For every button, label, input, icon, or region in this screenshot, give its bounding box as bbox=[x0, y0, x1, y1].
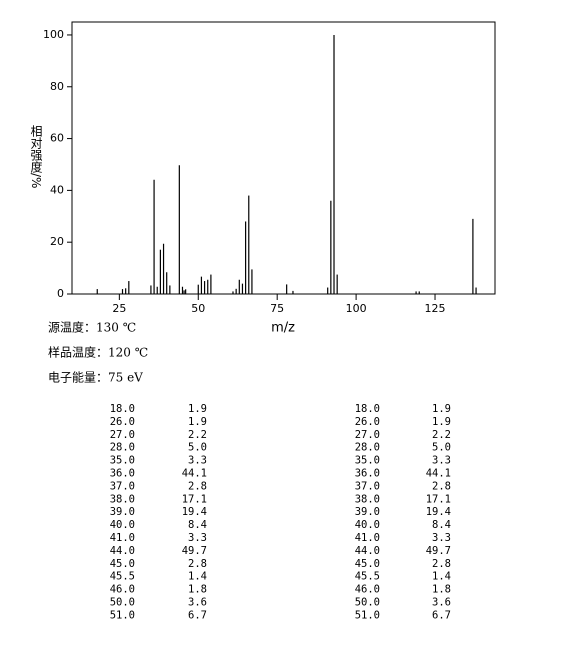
table-cell: 2.2 bbox=[432, 429, 451, 441]
table-cell: 51.0 bbox=[110, 609, 135, 621]
table-cell: 19.4 bbox=[426, 506, 451, 518]
table-cell: 46.0 bbox=[355, 584, 380, 596]
table-cell: 1.9 bbox=[188, 416, 207, 428]
table-cell: 38.0 bbox=[355, 493, 380, 505]
table-cell: 1.8 bbox=[432, 584, 451, 596]
table-cell: 51.0 bbox=[355, 609, 380, 621]
plot-frame bbox=[71, 21, 496, 295]
table-cell: 2.8 bbox=[432, 558, 451, 570]
table-cell: 5.0 bbox=[432, 442, 451, 454]
table-cell: 28.0 bbox=[355, 442, 380, 454]
table-cell: 39.0 bbox=[110, 506, 135, 518]
table-cell: 45.5 bbox=[355, 571, 380, 583]
table-cell: 5.0 bbox=[188, 442, 207, 454]
table-cell: 44.0 bbox=[110, 545, 135, 557]
table-cell: 3.6 bbox=[188, 597, 207, 609]
table-cell: 49.7 bbox=[426, 545, 451, 557]
table-cell: 27.0 bbox=[110, 429, 135, 441]
table-cell: 1.9 bbox=[432, 403, 451, 415]
table-cell: 36.0 bbox=[110, 468, 135, 480]
y-tick-label: 80 bbox=[50, 80, 64, 93]
table-cell: 44.1 bbox=[426, 468, 451, 480]
table-cell: 3.3 bbox=[432, 455, 451, 467]
table-cell: 3.3 bbox=[188, 455, 207, 467]
table-cell: 45.0 bbox=[355, 558, 380, 570]
x-tick-label: 125 bbox=[425, 302, 446, 315]
table-cell: 49.7 bbox=[182, 545, 207, 557]
y-tick-label: 100 bbox=[43, 28, 64, 41]
table-cell: 35.0 bbox=[110, 455, 135, 467]
table-cell: 36.0 bbox=[355, 468, 380, 480]
table-cell: 1.4 bbox=[188, 571, 207, 583]
table-cell: 45.0 bbox=[110, 558, 135, 570]
table-cell: 26.0 bbox=[110, 416, 135, 428]
table-cell: 3.3 bbox=[432, 532, 451, 544]
table-cell: 8.4 bbox=[432, 519, 451, 531]
table-cell: 17.1 bbox=[182, 493, 207, 505]
table-cell: 8.4 bbox=[188, 519, 207, 531]
table-cell: 3.6 bbox=[432, 597, 451, 609]
table-cell: 2.8 bbox=[432, 480, 451, 492]
table-cell: 28.0 bbox=[110, 442, 135, 454]
table-cell: 17.1 bbox=[426, 493, 451, 505]
table-cell: 1.4 bbox=[432, 571, 451, 583]
table-cell: 38.0 bbox=[110, 493, 135, 505]
table-cell: 2.8 bbox=[188, 480, 207, 492]
table-cell: 45.5 bbox=[110, 571, 135, 583]
table-cell: 27.0 bbox=[355, 429, 380, 441]
condition: 源温度：130 ℃ bbox=[48, 320, 136, 335]
x-tick-label: 25 bbox=[112, 302, 126, 315]
table-cell: 1.9 bbox=[432, 416, 451, 428]
y-axis-label: 相对强度/% bbox=[29, 125, 43, 189]
x-tick-label: 100 bbox=[346, 302, 367, 315]
table-cell: 40.0 bbox=[355, 519, 380, 531]
condition: 样品温度：120 ℃ bbox=[48, 345, 148, 360]
condition: 电子能量：75 eV bbox=[48, 371, 143, 385]
table-cell: 3.3 bbox=[188, 532, 207, 544]
table-cell: 46.0 bbox=[110, 584, 135, 596]
x-tick-label: 75 bbox=[270, 302, 284, 315]
table-cell: 44.1 bbox=[182, 468, 207, 480]
table-cell: 39.0 bbox=[355, 506, 380, 518]
table-cell: 37.0 bbox=[110, 480, 135, 492]
table-cell: 37.0 bbox=[355, 480, 380, 492]
table-cell: 6.7 bbox=[432, 609, 451, 621]
table-cell: 1.8 bbox=[188, 584, 207, 596]
x-axis-label: m/z bbox=[271, 321, 295, 336]
table-cell: 50.0 bbox=[110, 597, 135, 609]
table-cell: 35.0 bbox=[355, 455, 380, 467]
table-cell: 2.8 bbox=[188, 558, 207, 570]
table-cell: 18.0 bbox=[355, 403, 380, 415]
table-cell: 41.0 bbox=[355, 532, 380, 544]
table-cell: 1.9 bbox=[188, 403, 207, 415]
y-tick-label: 0 bbox=[57, 287, 64, 300]
table-cell: 6.7 bbox=[188, 609, 207, 621]
table-cell: 2.2 bbox=[188, 429, 207, 441]
table-cell: 50.0 bbox=[355, 597, 380, 609]
table-cell: 40.0 bbox=[110, 519, 135, 531]
table-cell: 41.0 bbox=[110, 532, 135, 544]
table-cell: 26.0 bbox=[355, 416, 380, 428]
table-cell: 19.4 bbox=[182, 506, 207, 518]
x-tick-label: 50 bbox=[191, 302, 205, 315]
table-cell: 18.0 bbox=[110, 403, 135, 415]
y-tick-label: 60 bbox=[50, 132, 64, 145]
y-tick-label: 40 bbox=[50, 183, 64, 196]
y-tick-label: 20 bbox=[50, 235, 64, 248]
table-cell: 44.0 bbox=[355, 545, 380, 557]
